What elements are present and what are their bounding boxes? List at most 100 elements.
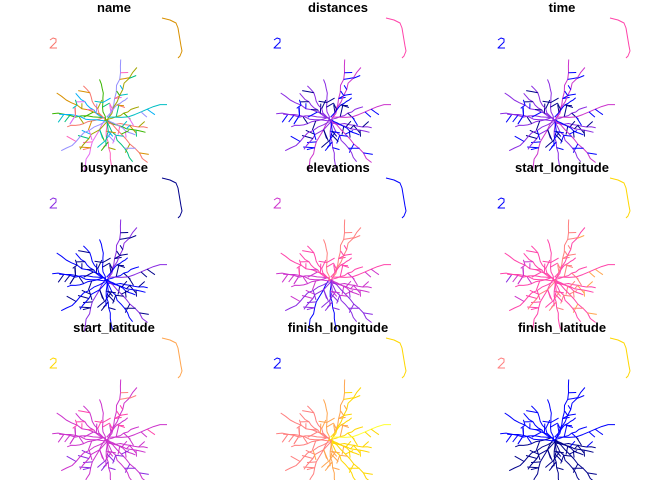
route-line xyxy=(99,289,104,299)
route-line xyxy=(330,257,353,278)
route-line xyxy=(505,274,513,283)
route-line xyxy=(583,450,585,457)
panel-start-latitude: start_latitude xyxy=(49,320,183,480)
route-line xyxy=(83,119,106,172)
route-line xyxy=(345,290,354,295)
route-line xyxy=(567,93,576,96)
route-line xyxy=(64,275,71,283)
route-line xyxy=(328,118,370,133)
panel-title: finish_latitude xyxy=(518,320,606,335)
route-line xyxy=(107,424,167,438)
route-line xyxy=(554,121,581,163)
route-line xyxy=(321,139,331,148)
route-line xyxy=(296,104,302,109)
route-line xyxy=(560,135,565,144)
route-line xyxy=(303,118,333,150)
route-line xyxy=(273,197,281,209)
panel-title: name xyxy=(97,0,131,15)
route-line xyxy=(100,141,109,152)
route-line xyxy=(49,357,57,369)
route-line xyxy=(331,264,391,278)
route-line xyxy=(109,263,114,271)
route-line xyxy=(318,100,327,103)
route-line xyxy=(88,450,93,461)
route-line xyxy=(531,85,554,120)
route-line xyxy=(321,299,331,308)
route-line xyxy=(108,147,116,151)
route-line xyxy=(284,441,329,472)
route-line xyxy=(565,126,569,135)
route-line xyxy=(97,139,107,148)
route-line xyxy=(531,119,554,172)
route-line xyxy=(514,135,525,142)
route-line xyxy=(95,103,98,114)
route-line xyxy=(569,130,578,135)
route-line xyxy=(343,405,348,410)
route-line xyxy=(551,426,588,441)
route-line xyxy=(522,99,526,106)
route-line xyxy=(555,451,562,457)
route-line xyxy=(567,77,578,80)
route-line xyxy=(531,405,554,440)
route-line xyxy=(555,131,562,137)
route-line xyxy=(531,271,542,278)
route-line xyxy=(364,271,372,278)
route-line xyxy=(330,439,360,456)
route-line xyxy=(128,75,137,79)
route-line xyxy=(553,119,557,147)
route-line xyxy=(594,268,604,276)
route-line xyxy=(556,147,564,151)
route-line xyxy=(87,269,95,271)
route-line xyxy=(116,410,121,416)
route-line xyxy=(586,441,594,448)
route-line xyxy=(329,439,333,467)
route-line xyxy=(83,405,106,440)
route-line xyxy=(87,429,95,431)
route-line xyxy=(587,152,597,155)
route-line xyxy=(523,252,552,279)
route-line xyxy=(588,271,596,278)
route-line xyxy=(69,275,76,284)
route-line xyxy=(567,405,572,410)
route-line xyxy=(319,103,322,114)
route-line xyxy=(79,118,109,150)
route-line xyxy=(146,268,156,276)
route-line xyxy=(69,435,76,444)
route-line xyxy=(331,104,391,118)
route-line xyxy=(66,135,77,142)
route-line xyxy=(102,102,110,108)
route-line xyxy=(586,121,594,128)
route-line xyxy=(312,130,317,141)
route-line xyxy=(340,424,349,427)
route-line xyxy=(520,104,526,109)
route-line xyxy=(104,118,146,133)
route-line xyxy=(535,109,543,111)
route-line xyxy=(293,435,300,444)
route-line xyxy=(119,413,128,416)
route-line xyxy=(555,104,615,118)
route-line xyxy=(542,260,551,263)
route-line xyxy=(575,116,582,126)
route-line xyxy=(557,263,562,271)
route-line xyxy=(552,278,594,293)
route-line xyxy=(564,250,569,256)
route-line xyxy=(116,264,125,267)
route-line xyxy=(109,423,114,431)
route-line xyxy=(102,422,110,428)
route-line xyxy=(328,278,370,293)
route-line xyxy=(64,435,71,443)
route-line xyxy=(77,295,90,299)
route-line xyxy=(563,454,572,457)
route-line xyxy=(72,104,78,109)
route-line xyxy=(94,100,103,103)
route-line xyxy=(508,281,553,312)
route-line xyxy=(336,455,341,464)
route-line xyxy=(106,121,133,163)
route-line xyxy=(333,263,338,271)
route-line xyxy=(530,301,541,303)
panel-title: elevations xyxy=(306,160,370,175)
route-line xyxy=(321,419,327,429)
route-line xyxy=(299,252,328,279)
route-line xyxy=(352,75,361,79)
route-line xyxy=(108,467,116,471)
